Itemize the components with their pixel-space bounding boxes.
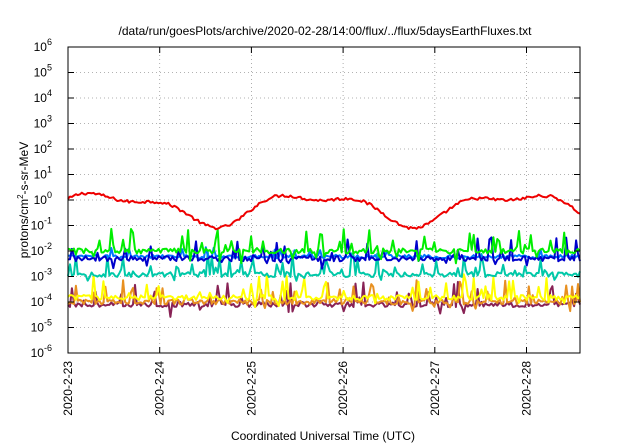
- y-tick-label: 10-5: [31, 318, 52, 335]
- series-line: [67, 272, 581, 309]
- y-tick-label: 102: [34, 139, 52, 156]
- series-line: [67, 250, 581, 282]
- y-axis-ticks: 10-6 10-5 10-4 10-3 10-2 10-1 100 101 102 103 104 1…: [31, 37, 580, 360]
- x-tick-label: 2020-2-27: [428, 361, 442, 416]
- series-line: [67, 227, 581, 265]
- series-layer: [67, 191, 581, 318]
- y-axis-label: protons/cm2-s-sr-MeV: [16, 142, 31, 258]
- y-tick-label: 106: [34, 37, 52, 54]
- x-tick-label: 2020-2-25: [244, 361, 258, 416]
- x-tick-label: 2020-2-24: [153, 361, 167, 416]
- chart-title: /data/run/goesPlots/archive/2020-02-28/1…: [119, 24, 533, 38]
- y-axis-label-sup: 2: [16, 194, 25, 199]
- y-tick-label: 10-6: [31, 343, 52, 360]
- series-line: [67, 246, 581, 260]
- y-axis-label-rest: -s-sr-MeV: [17, 142, 31, 195]
- y-tick-label: 100: [34, 190, 52, 207]
- y-tick-label: 10-2: [31, 241, 52, 258]
- y-tick-label: 104: [34, 88, 52, 105]
- x-axis-label: Coordinated Universal Time (UTC): [231, 429, 415, 443]
- series-line: [67, 280, 581, 318]
- y-tick-label: 10-3: [31, 267, 52, 284]
- y-tick-label: 105: [34, 63, 52, 80]
- series-line: [67, 279, 581, 313]
- x-tick-label: 2020-2-26: [336, 361, 350, 416]
- x-tick-label: 2020-2-23: [61, 361, 75, 416]
- y-tick-label: 10-4: [31, 292, 52, 309]
- x-tick-label: 2020-2-28: [520, 361, 534, 416]
- series-line: [67, 191, 581, 231]
- x-axis-ticks: 2020-2-23 2020-2-24 2020-2-25 2020-2-26 2020…: [61, 47, 534, 416]
- y-tick-label: 10-1: [31, 216, 52, 233]
- y-tick-label: 101: [34, 165, 52, 182]
- series-line: [67, 236, 581, 270]
- y-tick-label: 103: [34, 114, 52, 131]
- y-axis-label-main: protons/cm: [17, 199, 31, 258]
